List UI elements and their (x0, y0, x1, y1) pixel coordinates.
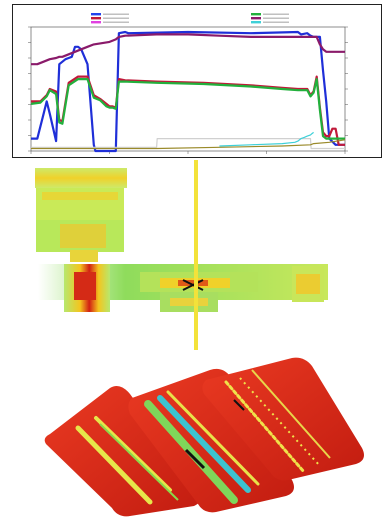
legend-swatch (91, 13, 101, 16)
chart-legend (91, 13, 289, 24)
plate-2 (128, 368, 294, 513)
legend-swatch (251, 13, 261, 16)
series-line-6 (219, 131, 314, 147)
legend-text-mark (103, 13, 129, 15)
legend-text-mark (103, 17, 129, 19)
chart-axes (28, 26, 348, 154)
series-line-3 (30, 77, 345, 140)
scan-middle-strip (38, 264, 328, 312)
series-line-2 (31, 75, 345, 146)
scan-heatmap (35, 160, 328, 350)
plate-3 (202, 357, 364, 481)
scan-marker-x (182, 279, 204, 291)
scan-upper-block (35, 168, 127, 262)
legend-swatch (91, 17, 101, 20)
rendered-plates (44, 357, 364, 517)
legend-text-mark (103, 21, 129, 23)
series-line-5 (31, 138, 345, 150)
legend-swatch (91, 21, 101, 24)
legend-text-mark (263, 21, 289, 23)
series-line-4 (31, 33, 345, 66)
legend-swatch (251, 17, 261, 20)
series-line-7 (31, 139, 346, 150)
chart-panel (12, 4, 382, 158)
chart-series-group (30, 30, 346, 153)
legend-text-mark (263, 13, 289, 15)
line-chart (28, 13, 348, 154)
legend-swatch (251, 21, 261, 24)
plate-1 (44, 386, 202, 517)
legend-text-mark (263, 17, 289, 19)
